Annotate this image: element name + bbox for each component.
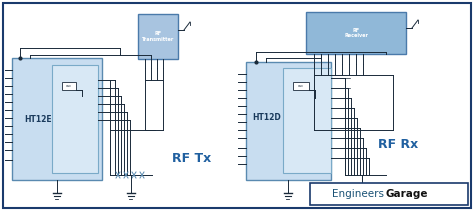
Text: HT12E: HT12E <box>24 115 52 124</box>
Bar <box>12 58 102 180</box>
Text: Engineers: Engineers <box>332 189 384 199</box>
Bar <box>293 82 309 90</box>
Text: RF Rx: RF Rx <box>378 138 418 151</box>
Bar <box>246 62 331 180</box>
Text: Garage: Garage <box>386 189 428 199</box>
Text: RF Tx: RF Tx <box>172 151 211 165</box>
Text: RF
Receiver: RF Receiver <box>344 28 368 38</box>
Text: HT12D: HT12D <box>252 114 281 123</box>
Text: osc: osc <box>66 84 72 88</box>
Bar <box>138 14 178 59</box>
Bar <box>62 82 76 90</box>
Bar <box>310 183 468 205</box>
Bar <box>283 68 331 173</box>
Text: osc: osc <box>298 84 304 88</box>
Text: RF
Transmitter: RF Transmitter <box>142 31 174 42</box>
Bar <box>306 12 406 54</box>
Bar <box>52 65 98 173</box>
